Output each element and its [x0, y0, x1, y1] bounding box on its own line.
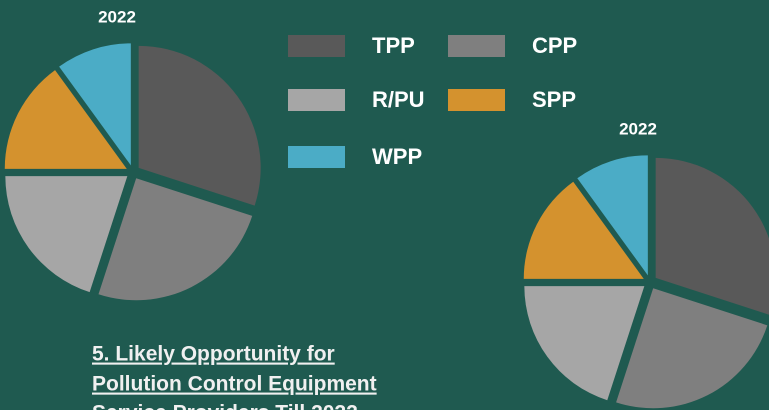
legend-label: WPP	[372, 144, 422, 169]
pie-slice	[524, 286, 645, 401]
pie-slice	[523, 181, 644, 279]
chart-title: 2022	[98, 7, 136, 26]
legend-label: R/PU	[372, 87, 425, 112]
legend-label: CPP	[532, 33, 577, 58]
pie-slice	[616, 288, 768, 409]
chart-title: 2022	[619, 119, 657, 138]
pie-slice	[59, 43, 131, 166]
heading-line: 5. Likely Opportunity for	[92, 343, 335, 366]
heading-line: Service Providers Till 2022	[92, 402, 358, 410]
legend-swatch	[448, 35, 505, 57]
legend-swatch	[288, 35, 345, 57]
pie-slice	[655, 157, 769, 315]
legend-label: SPP	[532, 87, 576, 112]
pie-slice	[577, 155, 648, 276]
pie-slice	[5, 176, 128, 293]
pie-slice	[138, 45, 261, 206]
legend-swatch	[448, 89, 505, 111]
legend-swatch	[288, 89, 345, 111]
pie-slice	[98, 178, 253, 301]
pie-slice	[4, 70, 127, 169]
legend-label: TPP	[372, 33, 415, 58]
legend-swatch	[288, 146, 345, 168]
heading-line: Pollution Control Equipment	[92, 373, 377, 396]
